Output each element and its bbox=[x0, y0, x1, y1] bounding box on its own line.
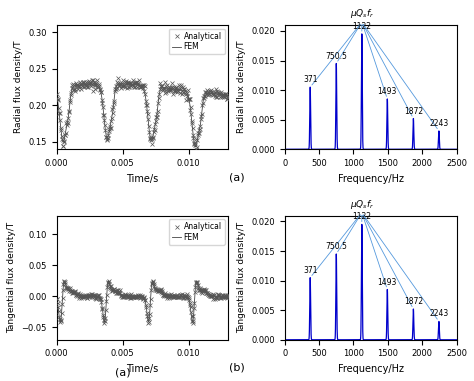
Text: 1872: 1872 bbox=[404, 297, 423, 306]
X-axis label: Time/s: Time/s bbox=[127, 364, 159, 374]
FEM bbox=[222, 93, 228, 97]
Y-axis label: Tangential flux density/T: Tangential flux density/T bbox=[7, 222, 16, 333]
X-axis label: Time/s: Time/s bbox=[127, 174, 159, 184]
Analytical bbox=[224, 294, 230, 298]
Analytical bbox=[219, 294, 225, 299]
Analytical bbox=[100, 101, 105, 105]
FEM bbox=[120, 82, 126, 86]
Analytical bbox=[146, 123, 152, 128]
Analytical bbox=[224, 96, 230, 101]
FEM bbox=[117, 82, 123, 86]
FEM bbox=[226, 294, 231, 299]
FEM bbox=[204, 91, 210, 96]
Analytical bbox=[226, 93, 231, 98]
X-axis label: Frequency/Hz: Frequency/Hz bbox=[337, 174, 404, 184]
Legend: Analytical, FEM: Analytical, FEM bbox=[169, 29, 225, 54]
Text: 2243: 2243 bbox=[429, 309, 448, 319]
Line: FEM: FEM bbox=[56, 84, 228, 147]
FEM bbox=[73, 292, 79, 296]
FEM bbox=[222, 294, 228, 299]
Analytical bbox=[193, 147, 199, 152]
Line: FEM: FEM bbox=[56, 281, 228, 322]
FEM bbox=[226, 93, 231, 98]
Analytical bbox=[134, 294, 139, 299]
Text: 1493: 1493 bbox=[378, 87, 397, 96]
Analytical bbox=[146, 320, 152, 324]
Analytical bbox=[155, 96, 161, 101]
Y-axis label: Radial flux density/T: Radial flux density/T bbox=[237, 41, 246, 133]
Text: 750.5: 750.5 bbox=[325, 51, 347, 61]
Analytical bbox=[54, 91, 59, 96]
FEM bbox=[204, 290, 210, 295]
Analytical bbox=[62, 279, 67, 283]
Text: $\mu Q_s f_r$: $\mu Q_s f_r$ bbox=[349, 198, 374, 211]
FEM bbox=[83, 82, 89, 87]
Text: 1493: 1493 bbox=[378, 277, 397, 287]
Analytical bbox=[226, 294, 231, 299]
Text: 1122: 1122 bbox=[352, 22, 371, 31]
Text: (a): (a) bbox=[229, 172, 245, 182]
FEM bbox=[54, 297, 59, 301]
Analytical bbox=[219, 94, 225, 99]
Text: 1122: 1122 bbox=[352, 213, 371, 221]
Legend: Analytical, FEM: Analytical, FEM bbox=[169, 219, 225, 245]
Line: Analytical: Analytical bbox=[55, 279, 230, 325]
Text: 1872: 1872 bbox=[404, 107, 423, 115]
Analytical bbox=[115, 76, 121, 80]
Text: 371: 371 bbox=[303, 266, 318, 275]
Text: 750.5: 750.5 bbox=[325, 242, 347, 251]
FEM bbox=[127, 294, 133, 299]
FEM bbox=[127, 82, 133, 86]
FEM bbox=[57, 320, 63, 324]
Text: (a): (a) bbox=[116, 367, 131, 377]
FEM bbox=[120, 293, 126, 298]
Analytical bbox=[190, 321, 195, 325]
FEM bbox=[54, 93, 59, 97]
FEM bbox=[73, 83, 79, 88]
Line: Analytical: Analytical bbox=[55, 77, 230, 151]
Y-axis label: Radial flux density/T: Radial flux density/T bbox=[14, 41, 23, 133]
Analytical bbox=[134, 79, 139, 84]
Analytical bbox=[100, 312, 106, 317]
Text: (b): (b) bbox=[229, 363, 245, 373]
Text: 2243: 2243 bbox=[429, 119, 448, 128]
Y-axis label: Tangential flux density/T: Tangential flux density/T bbox=[237, 222, 246, 333]
FEM bbox=[194, 279, 200, 283]
FEM bbox=[192, 144, 198, 149]
FEM bbox=[83, 294, 89, 299]
Text: $\mu Q_s f_r$: $\mu Q_s f_r$ bbox=[349, 7, 374, 20]
Analytical bbox=[155, 288, 161, 293]
Text: 371: 371 bbox=[303, 75, 318, 84]
X-axis label: Frequency/Hz: Frequency/Hz bbox=[337, 364, 404, 374]
Analytical bbox=[54, 296, 59, 301]
